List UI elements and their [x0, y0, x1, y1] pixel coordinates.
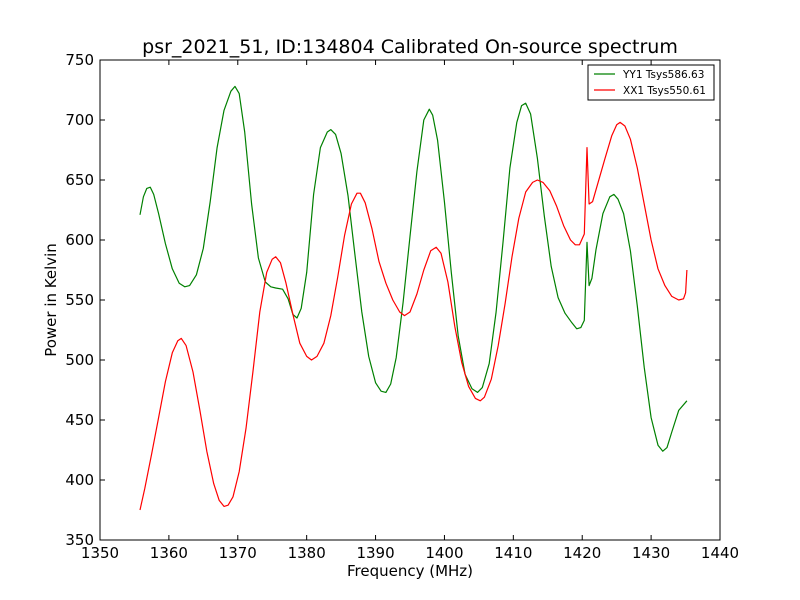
- x-tick-label: 1400: [425, 544, 463, 562]
- x-tick-label: 1350: [81, 544, 119, 562]
- chart-title: psr_2021_51, ID:134804 Calibrated On-sou…: [142, 36, 678, 58]
- y-axis-label: Power in Kelvin: [42, 243, 60, 357]
- y-tick-label: 550: [65, 291, 94, 309]
- x-tick-label: 1380: [288, 544, 326, 562]
- x-tick-label: 1370: [219, 544, 257, 562]
- y-tick-label: 750: [65, 51, 94, 69]
- legend-box: [587, 64, 715, 101]
- x-tick-label: 1430: [632, 544, 670, 562]
- y-tick-label: 500: [65, 351, 94, 369]
- y-tick-label: 700: [65, 111, 94, 129]
- x-tick-label: 1420: [563, 544, 601, 562]
- legend: YY1 Tsys586.63 XX1 Tsys550.61: [587, 64, 715, 101]
- legend-label-xx1: XX1 Tsys550.61: [623, 85, 706, 97]
- y-tick-label: 350: [65, 531, 94, 549]
- y-tick-label: 450: [65, 411, 94, 429]
- axes-background: [100, 60, 720, 540]
- y-tick-label: 400: [65, 471, 94, 489]
- x-tick-label: 1440: [701, 544, 739, 562]
- series-layer: [139, 85, 688, 511]
- series-line-yy1: [139, 85, 688, 452]
- plot-area: 1350 1360 1370 1380 1390 1400 1410 1420 1430 1440…: [65, 51, 739, 562]
- x-tick-label: 1360: [150, 544, 188, 562]
- series-line-xx1: [139, 121, 688, 511]
- y-tick-label: 650: [65, 171, 94, 189]
- legend-label-yy1: YY1 Tsys586.63: [622, 69, 704, 81]
- axes-frame: [99, 59, 721, 541]
- x-tick-label: 1410: [494, 544, 532, 562]
- ticks-layer: 1350 1360 1370 1380 1390 1400 1410 1420 1430 1440…: [65, 51, 739, 562]
- x-axis-label: Frequency (MHz): [347, 562, 473, 580]
- x-tick-label: 1390: [356, 544, 394, 562]
- y-tick-label: 600: [65, 231, 94, 249]
